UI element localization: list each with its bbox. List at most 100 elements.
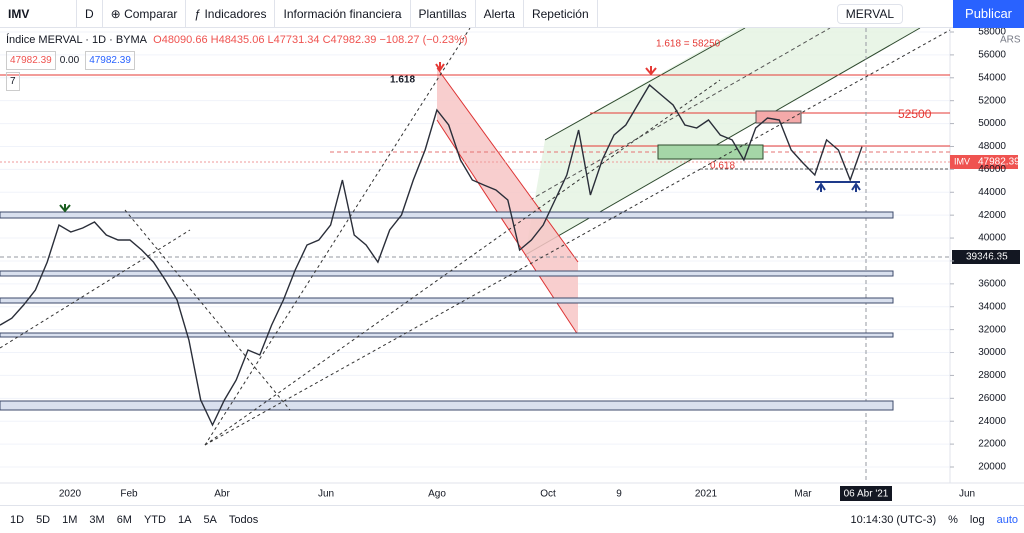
publish-button[interactable]: Publicar <box>953 0 1024 28</box>
x-tick-label: Jun <box>318 489 334 500</box>
trend-line <box>204 29 951 446</box>
trend-line <box>0 229 191 349</box>
percent-toggle[interactable]: % <box>948 513 958 526</box>
channel-line <box>436 67 579 263</box>
y-tick-label: 26000 <box>978 393 1006 404</box>
arrow <box>435 62 445 72</box>
legend-row: Índice MERVAL · 1D · BYMA O48090.66 H484… <box>6 33 468 48</box>
y-tick-label: 28000 <box>978 370 1006 381</box>
y-tick-label: 52000 <box>978 95 1006 106</box>
indicator-count[interactable]: 7 <box>6 72 20 91</box>
zone <box>0 297 894 304</box>
level-label: 52500 <box>898 107 932 121</box>
x-tick-label: Oct <box>540 489 556 500</box>
ask: 47982.39 <box>85 51 135 70</box>
y-tick-label: 56000 <box>978 50 1006 61</box>
arrow <box>59 204 71 213</box>
y-tick-label: 42000 <box>978 210 1006 221</box>
legend-row: 47982.39 0.00 47982.39 <box>6 51 468 70</box>
channel-median <box>529 27 831 201</box>
last-price-symbol: IMV <box>954 156 970 166</box>
range-button[interactable]: 5A <box>203 513 217 526</box>
alert[interactable]: Alerta <box>476 0 524 28</box>
y-tick-label: 22000 <box>978 439 1006 450</box>
legend-ohlc: O48090.66 H48435.06 L47731.34 C47982.39 … <box>153 34 468 46</box>
range-button[interactable]: 1D <box>10 513 25 526</box>
x-tick-label: 2020 <box>59 489 82 500</box>
crosshair-price: 39346.35 <box>966 252 1008 263</box>
range-button[interactable]: 5D <box>36 513 51 526</box>
range-buttons: 1D 5D 1M 3M 6M YTD 1A 5A Todos <box>0 514 268 526</box>
y-tick-label: 40000 <box>978 233 1006 244</box>
fib-label: 0.618 <box>710 161 735 172</box>
alert-label[interactable]: Alerta <box>483 6 515 21</box>
range-button[interactable]: 1M <box>62 513 78 526</box>
x-tick-label: Jun <box>959 489 975 500</box>
y-tick-label: 34000 <box>978 301 1006 312</box>
x-tick-label: Abr <box>214 489 230 500</box>
legend-row: 7 <box>6 72 468 91</box>
y-tick-label: 32000 <box>978 324 1006 335</box>
channel-line <box>544 27 746 141</box>
auto-toggle[interactable]: auto <box>996 513 1018 526</box>
y-tick-label: 48000 <box>978 141 1006 152</box>
legend-title: Índice MERVAL · 1D · BYMA <box>6 34 148 46</box>
arrow <box>816 182 826 192</box>
financials[interactable]: Información financiera <box>275 0 411 28</box>
y-tick-label: 38000 <box>978 256 1006 267</box>
bottom-toolbar: 1D 5D 1M 3M 6M YTD 1A 5A Todos 10:14:30 (UTC-3) … <box>0 505 1024 533</box>
crosshair-date-tag <box>840 486 892 501</box>
y-tick-label: 54000 <box>978 72 1006 83</box>
fib-label: 1.618 = 58250 <box>656 39 721 50</box>
y-tick-label: 44000 <box>978 187 1006 198</box>
spread: 0.00 <box>59 55 80 66</box>
trend-line <box>124 209 291 411</box>
bid: 47982.39 <box>6 51 56 70</box>
x-tick-label: 9 <box>616 489 622 500</box>
price-line <box>0 83 863 427</box>
x-tick-label: Feb <box>120 489 138 500</box>
x-tick-label: 06 Abr '21 <box>844 489 889 500</box>
x-tick-label: 2021 <box>695 489 718 500</box>
range-button[interactable]: Todos <box>228 513 259 526</box>
y-tick-label: 36000 <box>978 278 1006 289</box>
y-tick-label: 58000 <box>978 27 1006 38</box>
drawings: 1.618 1.618 = 58250 52500 0.618 <box>0 27 951 483</box>
trend-line <box>204 27 471 446</box>
zone <box>0 400 894 411</box>
layout-name[interactable]: MERVAL <box>836 3 904 24</box>
zone <box>0 332 894 338</box>
replay[interactable]: Repetición <box>524 0 598 28</box>
clock: 10:14:30 (UTC-3) <box>850 513 937 526</box>
indicators-label[interactable]: Indicadores <box>204 6 267 21</box>
templates[interactable]: Plantillas <box>411 0 476 28</box>
y-tick-label: 50000 <box>978 118 1006 129</box>
y-tick-label: 24000 <box>978 416 1006 427</box>
interval[interactable]: D <box>77 0 103 28</box>
templates-label[interactable]: Plantillas <box>418 6 467 21</box>
last-price-tag <box>950 155 1018 169</box>
range-button[interactable]: 6M <box>116 513 132 526</box>
range-button[interactable]: YTD <box>143 513 166 526</box>
financials-label[interactable]: Información financiera <box>283 6 402 21</box>
compare-label[interactable]: Comparar <box>124 6 178 21</box>
range-button[interactable]: 3M <box>89 513 105 526</box>
box <box>755 110 802 124</box>
y-tick-label: 46000 <box>978 164 1006 175</box>
range-button[interactable]: 1A <box>177 513 192 526</box>
crosshair-tag <box>952 250 1020 264</box>
replay-label[interactable]: Repetición <box>531 6 589 21</box>
right-tools: MERVAL Publicar <box>836 0 1024 28</box>
compare[interactable]: ⊕ Comparar <box>103 0 187 28</box>
x-tick-label: Mar <box>794 489 812 500</box>
indicators[interactable]: ƒ Indicadores <box>186 0 276 28</box>
top-toolbar: IMV D ⊕ Comparar ƒ Indicadores Informaci… <box>0 0 1024 28</box>
x-tick-label: Ago <box>428 489 446 500</box>
legend: Índice MERVAL · 1D · BYMA O48090.66 H484… <box>6 33 468 91</box>
log-toggle[interactable]: log <box>969 513 985 526</box>
currency-label: ARS <box>1000 35 1021 46</box>
arrow <box>645 66 657 76</box>
symbol[interactable]: IMV <box>0 0 77 28</box>
